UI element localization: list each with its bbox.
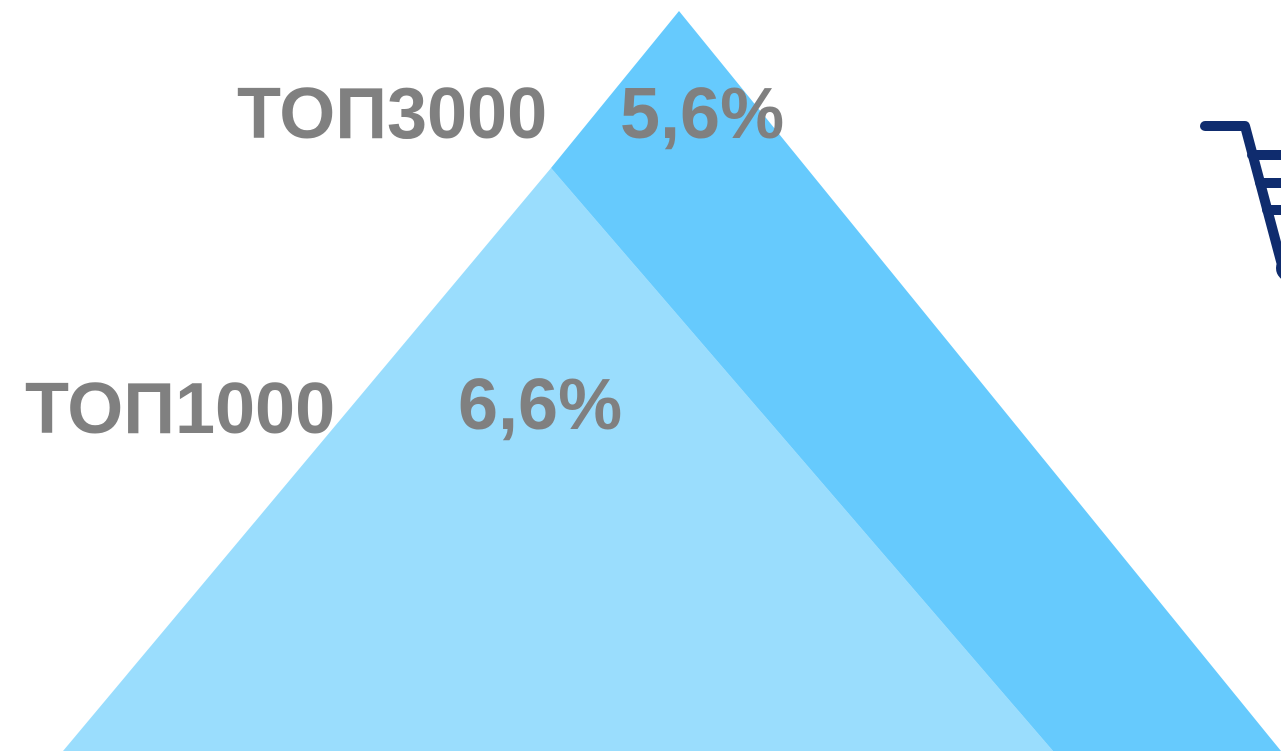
tier-label-top3000: ТОП3000 xyxy=(237,74,547,154)
tier-label-top1000: ТОП1000 xyxy=(25,369,335,449)
pyramid-inner-tier xyxy=(63,168,1053,751)
tier-value-top1000: 6,6% xyxy=(458,365,622,445)
shopping-cart-icon xyxy=(1200,121,1281,279)
tier-value-top3000: 5,6% xyxy=(620,74,784,154)
pyramid-outer-tier xyxy=(551,11,1281,751)
